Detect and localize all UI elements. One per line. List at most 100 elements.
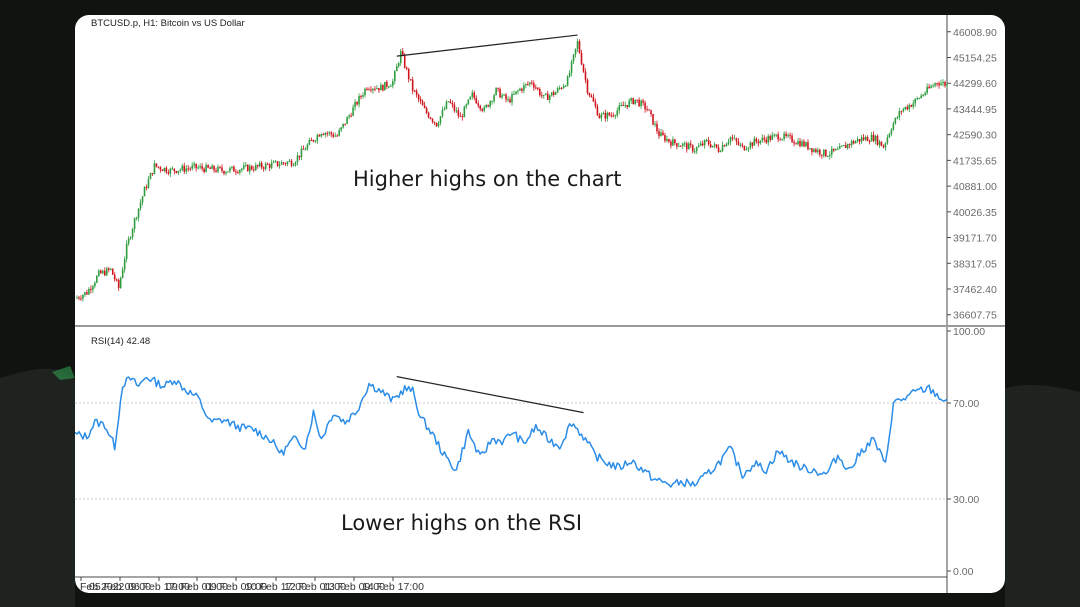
candle-body — [447, 101, 450, 103]
candle-body — [803, 141, 805, 147]
candle-body — [290, 160, 293, 166]
candle-body — [703, 140, 706, 146]
candle-body — [332, 134, 335, 137]
candle-body — [801, 141, 803, 147]
candle-body — [922, 94, 924, 96]
candle-body — [372, 88, 374, 91]
candle-body — [904, 106, 907, 110]
candle-body — [898, 111, 901, 118]
candle-body — [393, 71, 396, 82]
candle-body — [407, 68, 410, 80]
rsi-trendline — [396, 376, 584, 414]
candle-body — [906, 106, 909, 110]
candle-body — [678, 145, 680, 147]
candle-body — [505, 94, 507, 100]
candle-body — [775, 134, 777, 136]
candle-body — [483, 107, 485, 111]
candle-body — [221, 167, 223, 171]
candle-body — [840, 145, 843, 147]
candle-body — [193, 163, 195, 166]
candle-body — [511, 93, 513, 103]
candle-body — [195, 163, 197, 169]
candle-body — [650, 110, 652, 114]
candle-body — [334, 135, 337, 137]
candle-body — [161, 169, 164, 171]
candle-body — [342, 123, 344, 128]
rsi-tick-label: 30.00 — [953, 494, 979, 506]
price-tick-label: 42590.30 — [953, 130, 997, 142]
time-tick-label: 12 Feb 01:00 — [284, 581, 346, 593]
candle-body — [850, 141, 853, 146]
candle-body — [570, 61, 573, 73]
candle-body — [229, 168, 231, 172]
candle-body — [733, 138, 736, 140]
candle-body — [596, 106, 599, 116]
candle-body — [378, 88, 380, 91]
candle-body — [441, 109, 444, 117]
candle-body — [425, 108, 428, 113]
candle-body — [435, 122, 438, 127]
candle-body — [461, 116, 464, 118]
candle-body — [868, 141, 871, 143]
candle-body — [90, 288, 92, 290]
candle-body — [709, 144, 712, 148]
candle-body — [540, 95, 543, 97]
candle-body — [177, 170, 180, 173]
candle-body — [664, 135, 666, 141]
candle-body — [395, 66, 398, 72]
candle-body — [247, 164, 249, 172]
candle-body — [515, 91, 517, 94]
candle-body — [564, 85, 567, 87]
candle-body — [864, 136, 867, 140]
price-tick-label: 45154.25 — [953, 52, 997, 64]
candle-body — [568, 72, 571, 77]
candle-body — [592, 97, 595, 102]
candle-body — [636, 99, 638, 101]
candle-body — [682, 143, 684, 146]
price-chart-title: BTCUSD.p, H1: Bitcoin vs US Dollar — [91, 18, 245, 29]
candle-body — [467, 99, 470, 105]
candle-body — [888, 133, 891, 138]
candle-body — [159, 167, 162, 170]
candle-body — [376, 88, 378, 90]
candle-body — [793, 141, 795, 144]
candle-body — [111, 268, 114, 275]
candle-body — [167, 172, 170, 174]
candle-body — [189, 168, 192, 170]
candle-body — [672, 139, 674, 146]
candle-body — [546, 93, 549, 100]
candle-body — [86, 292, 88, 295]
dark-terrain-left — [0, 368, 75, 607]
candle-body — [145, 187, 148, 189]
candle-body — [465, 104, 468, 107]
candle-body — [227, 171, 229, 173]
candle-body — [789, 135, 791, 137]
candle-body — [815, 149, 817, 153]
candle-body — [241, 168, 243, 171]
candle-body — [691, 145, 694, 152]
price-tick-label: 40881.00 — [953, 181, 997, 193]
candle-body — [179, 169, 182, 171]
candle-body — [239, 170, 241, 173]
candle-body — [769, 136, 772, 140]
candle-body — [225, 172, 227, 174]
candle-body — [356, 102, 358, 105]
candle-body — [725, 143, 728, 147]
candle-body — [548, 95, 551, 100]
candle-body — [324, 133, 327, 135]
candle-body — [495, 87, 497, 96]
candle-body — [121, 269, 124, 279]
candle-body — [131, 229, 134, 238]
candle-body — [270, 162, 273, 168]
candle-body — [443, 108, 446, 110]
candle-body — [588, 92, 591, 96]
candle-body — [280, 162, 283, 165]
candle-body — [507, 99, 509, 101]
candle-body — [312, 140, 315, 142]
candle-body — [399, 51, 402, 64]
candle-body — [143, 187, 146, 197]
candle-body — [813, 149, 815, 152]
candle-body — [556, 88, 559, 93]
candle-body — [594, 101, 597, 107]
candle-body — [614, 115, 617, 117]
